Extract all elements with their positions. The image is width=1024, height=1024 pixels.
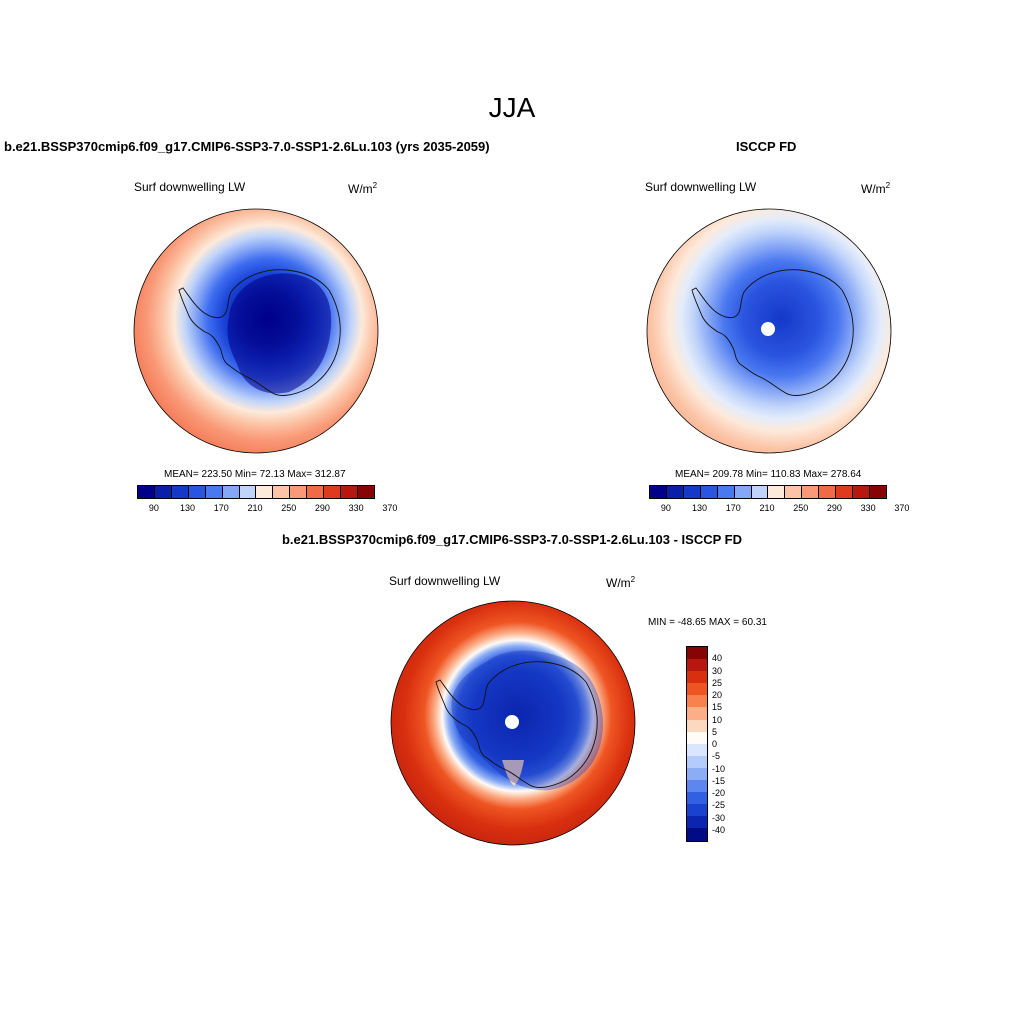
- panel-3-colorbar-swatch: [687, 659, 707, 672]
- panel-2-colorbar-swatch: [819, 486, 837, 498]
- panel-1-colorbar-swatch: [154, 486, 172, 498]
- panel-3-colorbar-tick-label: -5: [712, 751, 721, 762]
- panel-3-colorbar-swatch: [687, 707, 707, 720]
- panel-3-units: W/m2: [606, 575, 636, 590]
- panel-2-stats: MEAN= 209.78 Min= 110.83 Max= 278.64: [675, 469, 862, 480]
- panel-3-colorbar-swatch: [687, 719, 707, 732]
- panel-3-colorbar-tick-label: 25: [712, 677, 723, 688]
- panel-3-variable-label: Surf downwelling LW: [389, 574, 501, 588]
- panel-3-colorbar-swatch: [687, 767, 707, 781]
- panel-2-colorbar: [649, 485, 887, 499]
- panel-3-colorbar-tick-label: -25: [712, 800, 726, 811]
- panel-1-colorbar-swatch: [357, 486, 374, 498]
- panel-2-colorbar-tick-label: 170: [725, 503, 741, 513]
- panel-3-colorbar-swatch: [687, 828, 707, 841]
- panel-2-title: ISCCP FD: [736, 139, 797, 154]
- panel-2-colorbar-tick-label: 370: [894, 503, 910, 513]
- panel-2-colorbar-swatch: [768, 486, 786, 498]
- panel-1-colorbar-tick-label: 330: [348, 503, 364, 513]
- panel-1-colorbar: [137, 485, 375, 499]
- panel-2-colorbar-swatch: [853, 486, 870, 498]
- panel-2-colorbar-tick-label: 210: [759, 503, 775, 513]
- panel-3-colorbar-tick-label: -20: [712, 788, 726, 798]
- panel-1-colorbar-swatch: [341, 486, 358, 498]
- panel-2-colorbar-tick-label: 290: [826, 503, 842, 513]
- panel-1-colorbar-ticks: 90 130 170 210 250 290 330 370: [137, 503, 398, 515]
- panel-2-colorbar-ticks: 90 130 170 210 250 290 330 370: [649, 503, 910, 515]
- panel-3-colorbar-swatch: [687, 731, 707, 744]
- panel-3-colorbar-swatch: [687, 816, 707, 829]
- panel-2-colorbar-swatch: [802, 486, 820, 498]
- panel-2-colorbar-swatch: [700, 486, 718, 498]
- panel-3-colorbar-ticks: 40 30 25 20 15 10 5 0 -5 -10 -15 -20 -25 -30 -40: [712, 646, 752, 842]
- panel-3-colorbar-tick-label: -30: [712, 812, 726, 823]
- panel-2-colorbar-swatch: [683, 486, 701, 498]
- panel-3-colorbar-swatch: [687, 780, 707, 793]
- panel-2-colorbar-swatch: [734, 486, 752, 498]
- panel-3-colorbar-swatch: [687, 743, 707, 756]
- panel-2-colorbar-tick-label: 250: [793, 503, 809, 513]
- panel-2-colorbar-swatch: [836, 486, 854, 498]
- panel-3-colorbar-tick-label: 30: [712, 665, 723, 676]
- panel-1-colorbar-tick-label: 370: [382, 503, 398, 513]
- panel-2-colorbar-swatch: [785, 486, 803, 498]
- panel-2-colorbar-tick-label: 330: [860, 503, 876, 513]
- panel-1-colorbar-tick-label: 90: [148, 503, 159, 513]
- panel-3-colorbar-tick-label: -15: [712, 775, 726, 786]
- panel-3-colorbar-swatch: [687, 647, 707, 660]
- panel-1-colorbar-swatch: [222, 486, 240, 498]
- panel-1-colorbar-tick-label: 290: [314, 503, 330, 513]
- panel-3-colorbar: [686, 646, 708, 842]
- panel-1-colorbar-swatch: [290, 486, 308, 498]
- panel-3-colorbar-tick-label: 15: [712, 702, 723, 713]
- panel-3-colorbar-swatch: [687, 792, 707, 805]
- panel-1-colorbar-swatch: [307, 486, 325, 498]
- panel-3-colorbar-tick-label: -40: [712, 824, 726, 835]
- panel-1-title: b.e21.BSSP370cmip6.f09_g17.CMIP6-SSP3-7.…: [4, 139, 490, 154]
- panel-2-colorbar-tick-label: 90: [660, 503, 671, 513]
- panel-3-colorbar-tick-label: -10: [712, 763, 726, 774]
- panel-2-units: W/m2: [861, 181, 891, 196]
- panel-1-colorbar-swatch: [205, 486, 223, 498]
- panel-1-variable-label: Surf downwelling LW: [134, 180, 246, 194]
- panel-3-colorbar-swatch: [687, 671, 707, 684]
- panel-1-colorbar-tick-label: 210: [247, 503, 263, 513]
- panel-2-colorbar-swatch: [751, 486, 769, 498]
- panel-3-colorbar-tick-label: 10: [712, 714, 723, 725]
- panel-1-polar-map: [133, 208, 379, 454]
- panel-3-polar-map: [390, 600, 636, 846]
- panel-3-colorbar-tick-label: 5: [712, 726, 718, 737]
- panel-2-variable-label: Surf downwelling LW: [645, 180, 757, 194]
- panel-2-colorbar-swatch: [869, 486, 886, 498]
- panel-1-colorbar-swatch: [273, 486, 291, 498]
- panel-2-colorbar-swatch: [650, 486, 667, 498]
- panel-1-colorbar-tick-label: 130: [180, 503, 196, 513]
- panel-3-colorbar-tick-label: 20: [712, 690, 723, 700]
- panel-1-colorbar-tick-label: 250: [281, 503, 297, 513]
- panel-1-colorbar-swatch: [188, 486, 206, 498]
- panel-3-colorbar-tick-label: 40: [712, 653, 723, 664]
- panel-3-colorbar-swatch: [687, 755, 707, 768]
- season-title: JJA: [488, 92, 536, 123]
- panel-2-colorbar-swatch: [666, 486, 684, 498]
- panel-3-colorbar-swatch: [687, 695, 707, 708]
- panel-3-title: b.e21.BSSP370cmip6.f09_g17.CMIP6-SSP3-7.…: [281, 532, 742, 547]
- panel-2-colorbar-swatch: [717, 486, 735, 498]
- panel-1-colorbar-swatch: [324, 486, 342, 498]
- panel-3-colorbar-swatch: [687, 683, 707, 696]
- panel-1-colorbar-tick-label: 170: [213, 503, 229, 513]
- panel-1-colorbar-swatch: [239, 486, 257, 498]
- panel-1-colorbar-swatch: [256, 486, 274, 498]
- panel-1-units: W/m2: [348, 181, 378, 196]
- panel-3-colorbar-swatch: [687, 804, 707, 817]
- panel-3-colorbar-tick-label: 0: [712, 739, 718, 749]
- panel-1-colorbar-swatch: [138, 486, 155, 498]
- panel-2-polar-map: [646, 208, 892, 454]
- panel-2-colorbar-tick-label: 130: [692, 503, 708, 513]
- panel-1-stats: MEAN= 223.50 Min= 72.13 Max= 312.87: [164, 469, 346, 480]
- panel-1-colorbar-swatch: [171, 486, 189, 498]
- panel-3-minmax: MIN = -48.65 MAX = 60.31: [648, 617, 767, 628]
